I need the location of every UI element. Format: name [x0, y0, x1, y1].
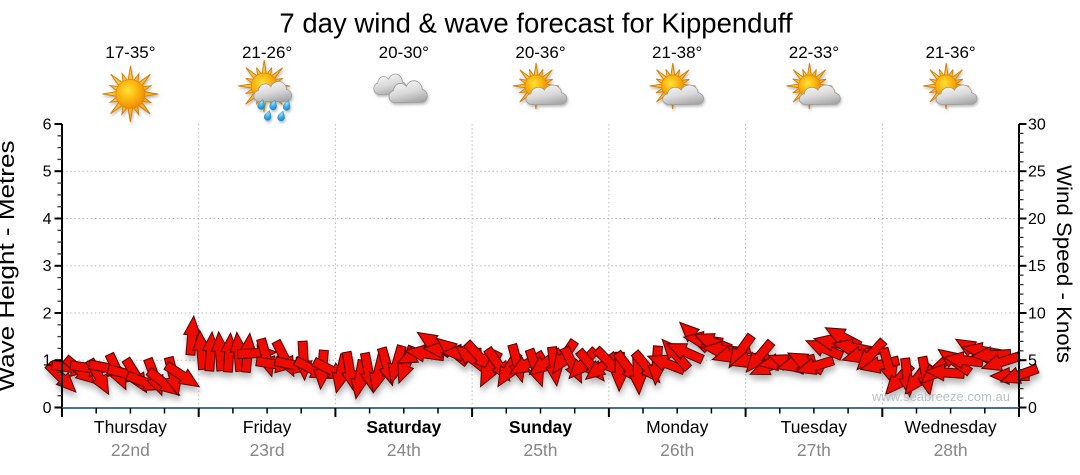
svg-text:26th: 26th	[660, 440, 694, 460]
svg-text:20-36°: 20-36°	[515, 43, 565, 62]
svg-text:24th: 24th	[387, 440, 421, 460]
svg-text:www.seabreeze.com.au: www.seabreeze.com.au	[871, 389, 1010, 404]
svg-text:21-36°: 21-36°	[925, 43, 975, 62]
svg-text:1: 1	[43, 353, 52, 370]
svg-text:23rd: 23rd	[250, 440, 285, 460]
svg-text:Wind Speed - Knots: Wind Speed - Knots	[1052, 165, 1076, 363]
svg-text:Friday: Friday	[243, 417, 292, 437]
svg-text:3: 3	[43, 258, 52, 275]
svg-text:Monday: Monday	[646, 417, 709, 437]
svg-text:30: 30	[1028, 116, 1046, 133]
svg-text:0: 0	[43, 400, 52, 417]
svg-text:22nd: 22nd	[111, 440, 150, 460]
svg-text:6: 6	[43, 116, 52, 133]
svg-text:2: 2	[43, 305, 52, 322]
svg-text:15: 15	[1028, 258, 1046, 275]
svg-text:Thursday: Thursday	[94, 417, 167, 437]
svg-text:28th: 28th	[934, 440, 968, 460]
svg-text:Saturday: Saturday	[366, 417, 441, 437]
svg-text:7 day wind & wave forecast for: 7 day wind & wave forecast for Kippenduf…	[279, 8, 792, 39]
svg-text:Tuesday: Tuesday	[781, 417, 848, 437]
svg-text:0: 0	[1028, 400, 1037, 417]
svg-text:25th: 25th	[523, 440, 557, 460]
svg-text:Wave Height - Metres: Wave Height - Metres	[0, 141, 19, 392]
svg-text:27th: 27th	[797, 440, 831, 460]
svg-text:Sunday: Sunday	[509, 417, 572, 437]
svg-text:10: 10	[1028, 305, 1046, 322]
svg-text:5: 5	[43, 164, 52, 181]
svg-text:21-26°: 21-26°	[242, 43, 292, 62]
svg-text:5: 5	[1028, 353, 1037, 370]
svg-text:20: 20	[1028, 211, 1046, 228]
svg-text:25: 25	[1028, 164, 1046, 181]
svg-text:21-38°: 21-38°	[652, 43, 702, 62]
svg-text:4: 4	[43, 211, 52, 228]
svg-text:17-35°: 17-35°	[105, 43, 155, 62]
svg-text:22-33°: 22-33°	[789, 43, 839, 62]
svg-text:20-30°: 20-30°	[379, 43, 429, 62]
svg-text:Wednesday: Wednesday	[905, 417, 997, 437]
